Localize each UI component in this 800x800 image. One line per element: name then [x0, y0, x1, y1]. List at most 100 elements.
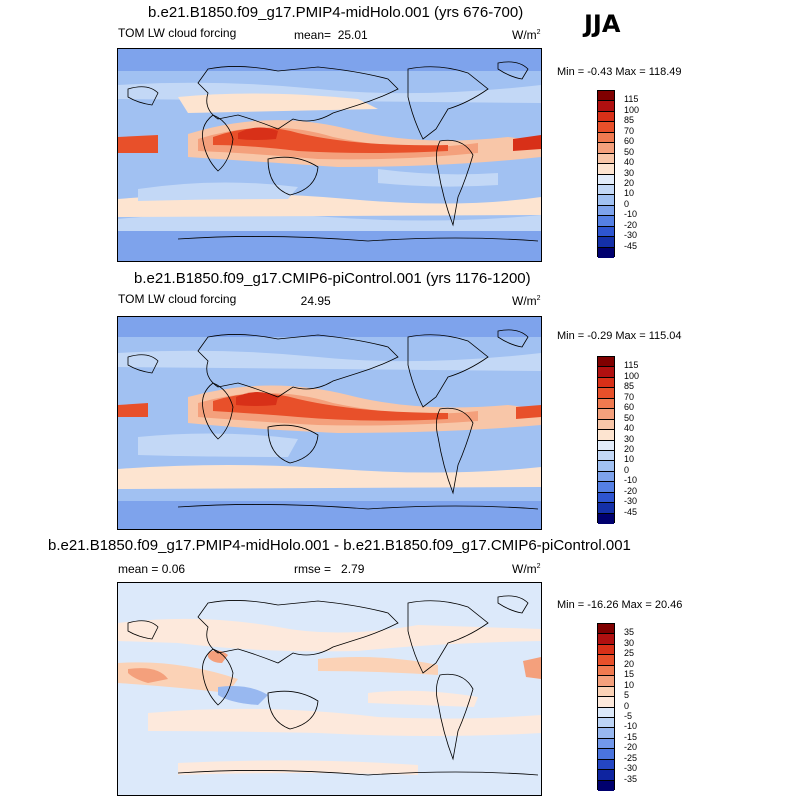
- colorbar-tick-label: 50: [624, 412, 635, 423]
- colorbar-swatch: [598, 122, 614, 133]
- colorbar-swatch: [598, 749, 614, 760]
- colorbar-swatch: [598, 450, 614, 462]
- colorbar-tick-label: 115: [624, 94, 639, 105]
- colorbar-tick-label: 60: [624, 136, 635, 147]
- colorbar-swatch: [598, 419, 614, 431]
- colorbar-tick-label: 70: [624, 125, 635, 136]
- panel-1-mean-prefix: mean=: [294, 28, 332, 42]
- panel-3-minmax: Min = -16.26 Max = 20.46: [557, 599, 683, 611]
- panel-1-units-exp: 2: [536, 29, 541, 36]
- colorbar-swatch: [598, 357, 614, 368]
- colorbar-swatch: [598, 132, 614, 144]
- panel-1-variable-label: TOM LW cloud forcing: [118, 26, 237, 40]
- colorbar-swatch: [598, 247, 614, 258]
- colorbar-tick-label: -10: [624, 721, 638, 732]
- colorbar-tick-label: 20: [624, 177, 635, 188]
- panel-3-rmse-label: rmse = 2.79: [294, 562, 364, 576]
- colorbar-tick-label: 30: [624, 433, 635, 444]
- panel-3-title: b.e21.B1850.f09_g17.PMIP4-midHolo.001 - …: [48, 537, 631, 554]
- panel-3-units-exp: 2: [536, 563, 541, 570]
- colorbar-swatch: [598, 174, 614, 185]
- colorbar-tick-label: -25: [624, 752, 638, 763]
- colorbar-tick-label: 20: [624, 443, 635, 454]
- colorbar-swatch: [598, 655, 614, 666]
- colorbar-swatch: [598, 195, 614, 206]
- colorbar-swatch: [598, 205, 614, 217]
- colorbar-swatch: [598, 780, 614, 791]
- panel-2-units: W/m2: [512, 294, 541, 308]
- colorbar-tick-label: 30: [624, 637, 635, 648]
- colorbar-tick-label: 100: [624, 104, 640, 115]
- panel-3-units-base: W/m: [512, 562, 537, 576]
- colorbar-tick-label: -30: [624, 230, 638, 241]
- colorbar-tick-label: -5: [624, 710, 633, 721]
- panel-2-map-field: [118, 317, 541, 529]
- panel-2-variable-label: TOM LW cloud forcing: [118, 292, 237, 306]
- colorbar-tick-label: -15: [624, 731, 638, 742]
- panel-1-colorbar: [597, 90, 615, 258]
- colorbar-tick-label: 35: [624, 627, 635, 638]
- colorbar-tick-label: -45: [624, 240, 638, 251]
- colorbar-tick-label: 40: [624, 423, 635, 434]
- colorbar-tick-label: 10: [624, 454, 635, 465]
- colorbar-tick-label: 25: [624, 648, 635, 659]
- colorbar-swatch: [598, 759, 614, 771]
- panel-3-map-field: [118, 583, 541, 795]
- panel-1-mean-value: 25.01: [337, 28, 368, 42]
- panel-2-units-base: W/m: [512, 294, 537, 308]
- colorbar-tick-label: 0: [624, 198, 630, 209]
- colorbar-tick-label: 0: [624, 700, 630, 711]
- colorbar-swatch: [598, 728, 614, 739]
- panel-3-units: W/m2: [512, 562, 541, 576]
- colorbar-tick-label: 30: [624, 167, 635, 178]
- colorbar-swatch: [598, 717, 614, 729]
- colorbar-tick-label: 85: [624, 381, 635, 392]
- colorbar-swatch: [598, 707, 614, 718]
- colorbar-swatch: [598, 482, 614, 493]
- panel-2-title: b.e21.B1850.f09_g17.CMIP6-piControl.001 …: [134, 270, 531, 287]
- colorbar-swatch: [598, 164, 614, 175]
- panel-2-map: [117, 316, 542, 530]
- colorbar-tick-label: 100: [624, 370, 640, 381]
- colorbar-tick-label: -20: [624, 742, 638, 753]
- colorbar-swatch: [598, 513, 614, 524]
- colorbar-swatch: [598, 738, 614, 750]
- colorbar-tick-label: -30: [624, 496, 638, 507]
- colorbar-swatch: [598, 440, 614, 451]
- colorbar-swatch: [598, 676, 614, 687]
- colorbar-swatch: [598, 770, 614, 781]
- panel-1-map: [117, 48, 542, 262]
- colorbar-tick-label: -45: [624, 506, 638, 517]
- colorbar-swatch: [598, 634, 614, 645]
- colorbar-tick-label: 60: [624, 402, 635, 413]
- colorbar-tick-label: -20: [624, 485, 638, 496]
- colorbar-swatch: [598, 697, 614, 708]
- colorbar-swatch: [598, 624, 614, 635]
- panel-1-title: b.e21.B1850.f09_g17.PMIP4-midHolo.001 (y…: [148, 4, 524, 21]
- panel-2-units-exp: 2: [536, 295, 541, 302]
- colorbar-swatch: [598, 644, 614, 656]
- colorbar-swatch: [598, 503, 614, 514]
- panel-1-units: W/m2: [512, 28, 541, 42]
- colorbar-tick-label: 10: [624, 188, 635, 199]
- colorbar-swatch: [598, 665, 614, 677]
- panel-2-mean-label: 24.95: [294, 294, 331, 308]
- colorbar-swatch: [598, 471, 614, 483]
- colorbar-swatch: [598, 388, 614, 399]
- colorbar-tick-label: 5: [624, 690, 630, 701]
- colorbar-tick-label: 15: [624, 669, 635, 680]
- colorbar-tick-label: -10: [624, 475, 638, 486]
- colorbar-swatch: [598, 226, 614, 238]
- panel-1-units-base: W/m: [512, 28, 537, 42]
- colorbar-swatch: [598, 367, 614, 378]
- colorbar-tick-label: 40: [624, 157, 635, 168]
- colorbar-tick-label: 50: [624, 146, 635, 157]
- panel-3-map: [117, 582, 542, 796]
- panel-2-minmax: Min = -0.29 Max = 115.04: [557, 330, 682, 342]
- panel-2-mean-value: 24.95: [300, 294, 331, 308]
- panel-1-map-field: [118, 49, 541, 261]
- colorbar-swatch: [598, 492, 614, 504]
- colorbar-tick-label: 20: [624, 658, 635, 669]
- panel-1-minmax: Min = -0.43 Max = 118.49: [557, 66, 682, 78]
- colorbar-swatch: [598, 398, 614, 410]
